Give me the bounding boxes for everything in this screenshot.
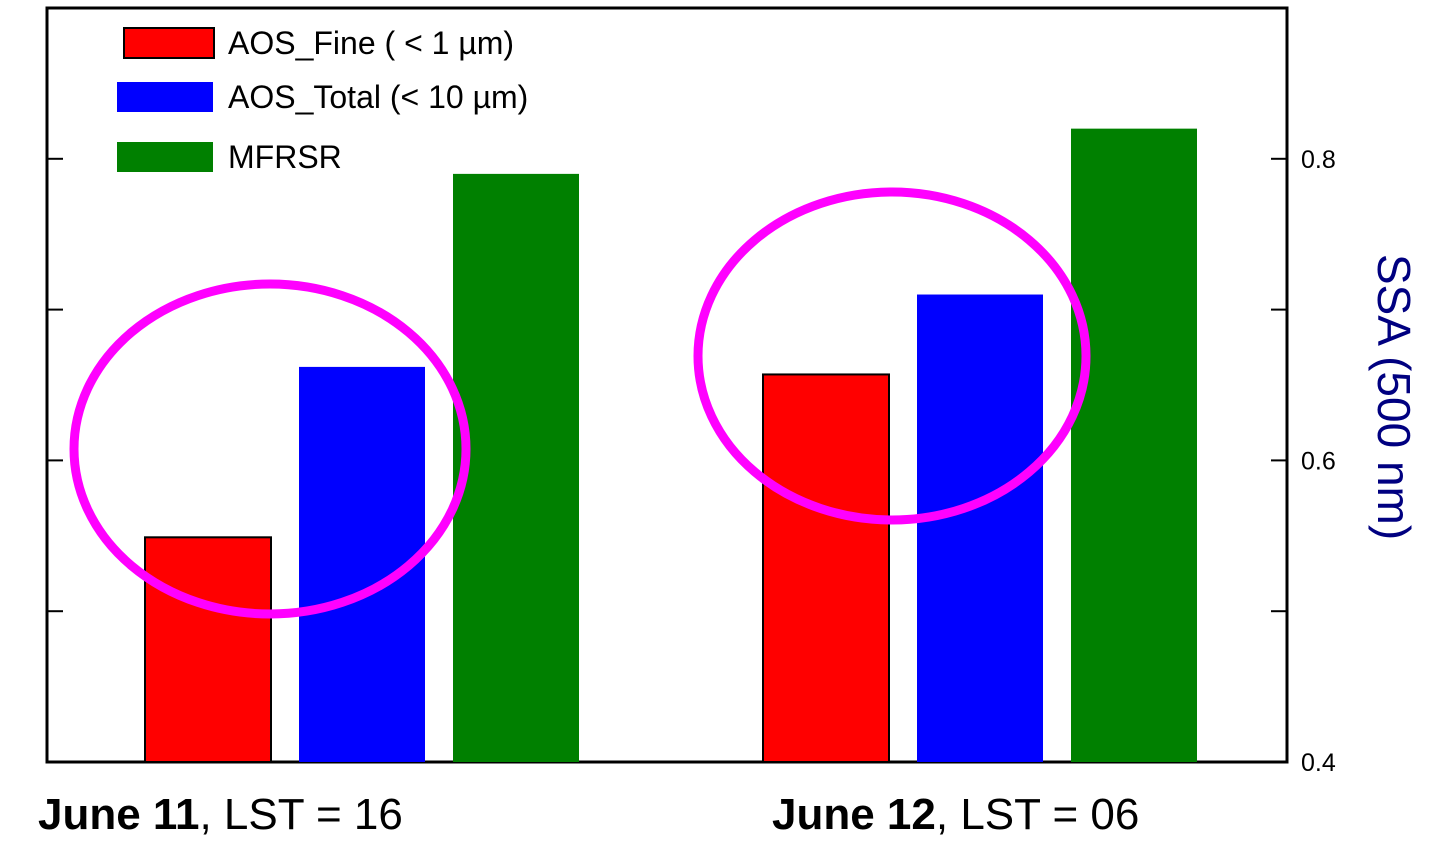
bars-group <box>144 128 1197 763</box>
legend-swatch <box>117 82 213 112</box>
bar <box>1071 128 1197 762</box>
bar <box>453 173 579 762</box>
legend-label: AOS_Total (< 10 µm) <box>228 79 528 115</box>
ssa-bar-chart: 0.4 0.6 0.8 AOS_Fine ( < 1 µm) AOS_Total (<… <box>45 6 1420 777</box>
legend-swatch <box>123 27 215 59</box>
highlight-ellipse-june-11 <box>69 279 471 619</box>
category-suffix: , LST = 06 <box>935 790 1140 839</box>
bar <box>144 536 272 763</box>
category-label-june-11: June 11, LST = 16 <box>38 790 403 840</box>
legend-label: MFRSR <box>228 139 342 175</box>
highlight-ellipse-june-12 <box>693 187 1091 525</box>
plot-border <box>45 6 1289 764</box>
legend: AOS_Fine ( < 1 µm) AOS_Total (< 10 µm) MFR… <box>117 25 528 175</box>
y-tick-label: 0.4 <box>1301 749 1336 777</box>
y-axis-label: SSA (500 nm) <box>1368 254 1420 540</box>
y-ticks-group: 0.4 0.6 0.8 <box>47 7 1336 777</box>
category-date: June 11 <box>38 790 200 839</box>
annotations-group <box>69 187 1091 619</box>
plot-frame <box>45 6 1289 764</box>
legend-label: AOS_Fine ( < 1 µm) <box>228 25 514 61</box>
category-label-june-12: June 12, LST = 06 <box>772 790 1139 840</box>
bar <box>917 294 1043 762</box>
legend-swatch <box>117 142 213 172</box>
category-suffix: , LST = 16 <box>199 790 403 839</box>
category-date: June 12 <box>772 790 936 839</box>
y-tick-label: 0.8 <box>1301 146 1336 174</box>
bar <box>762 373 890 763</box>
y-tick-label: 0.6 <box>1301 447 1336 475</box>
